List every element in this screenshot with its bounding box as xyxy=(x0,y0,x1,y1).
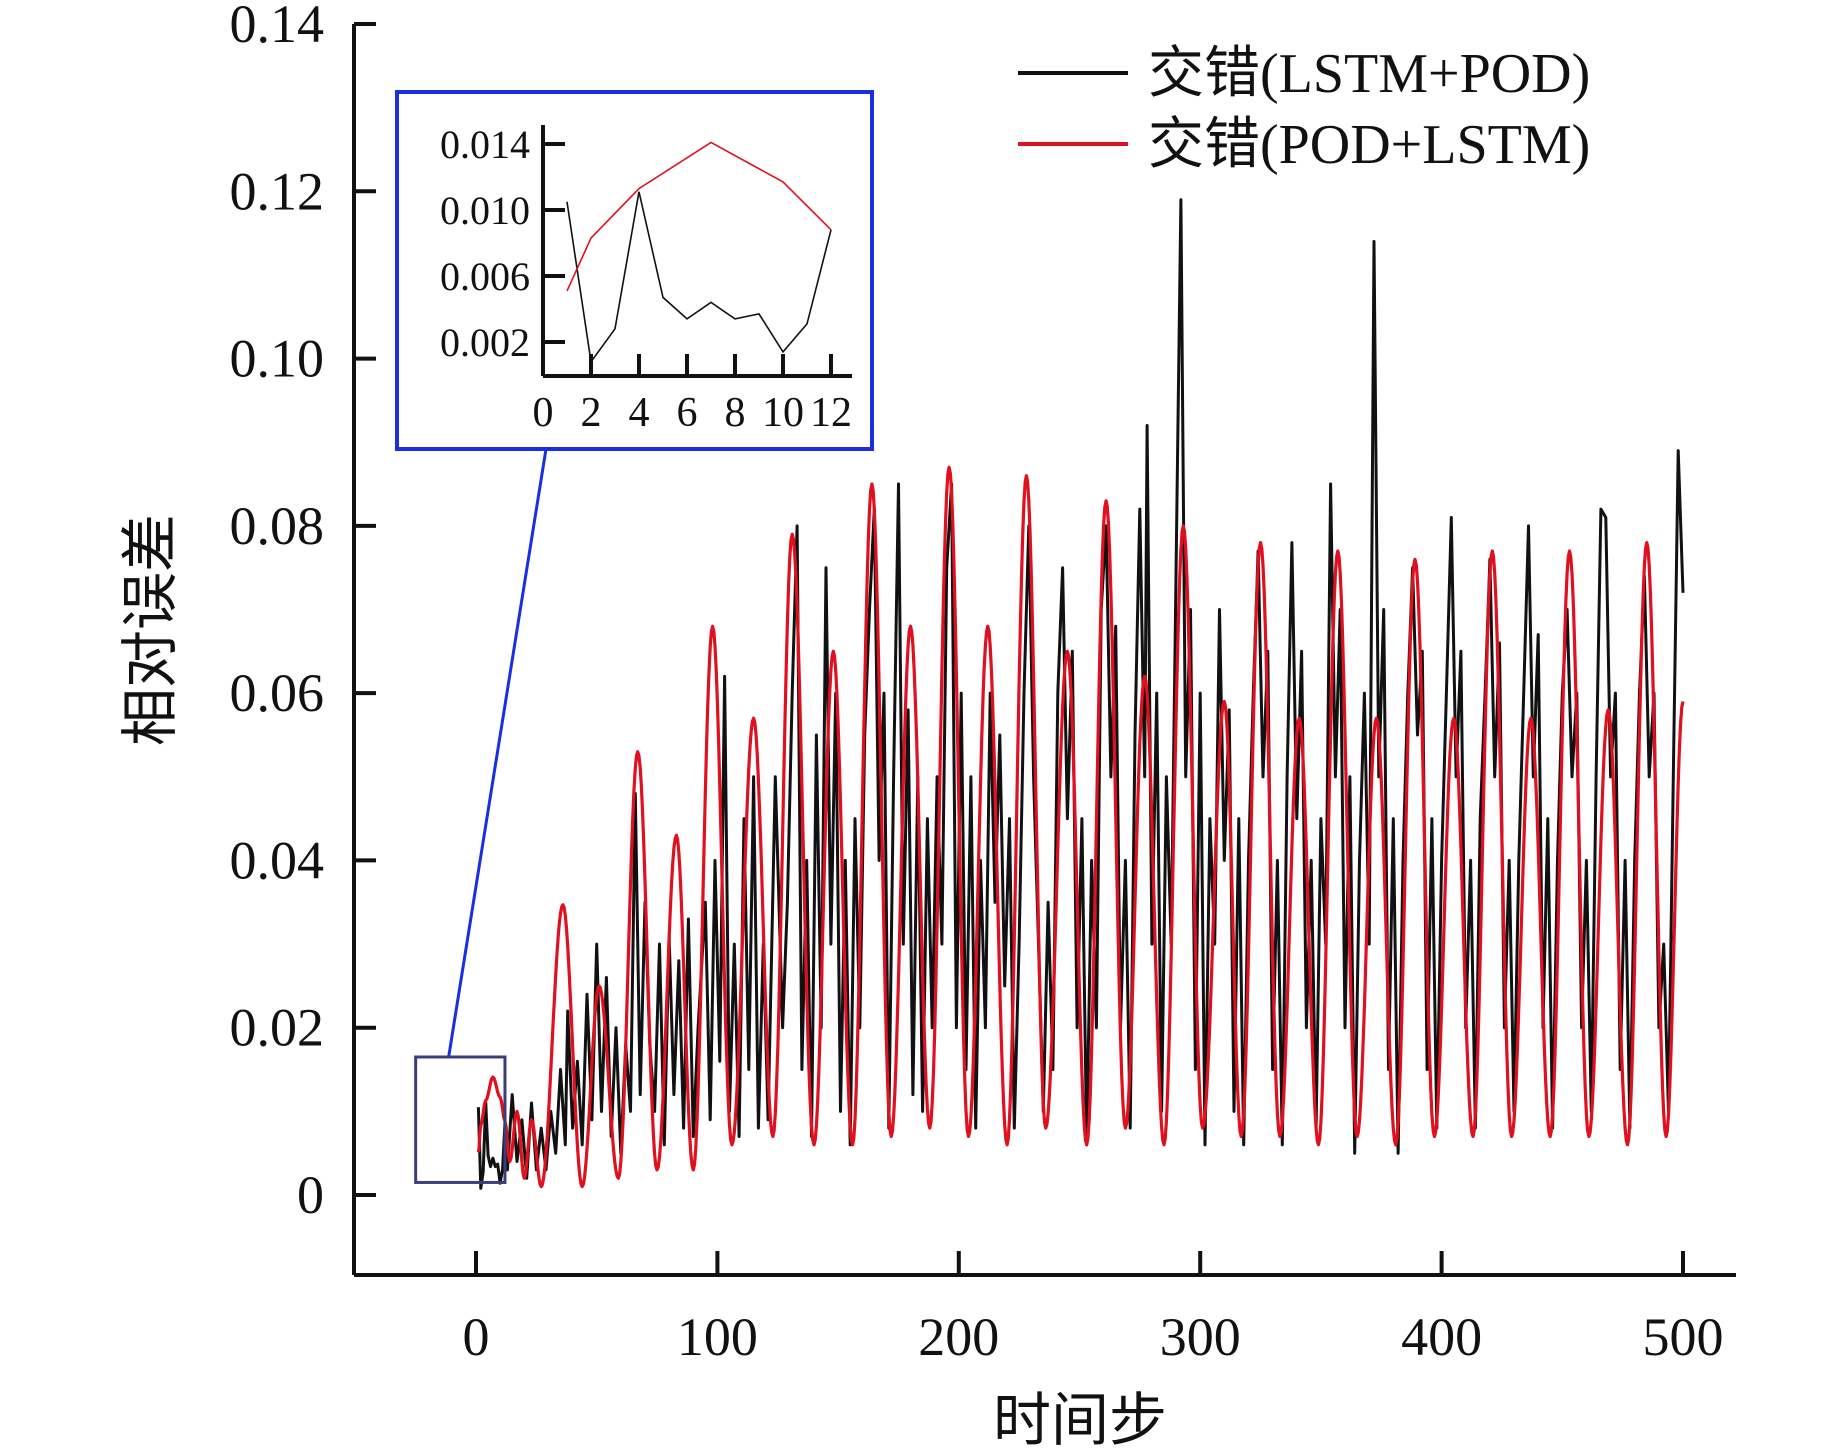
x-tick-label: 100 xyxy=(677,1307,758,1367)
x-tick-label: 200 xyxy=(918,1307,999,1367)
legend-label-black: 交错(LSTM+POD) xyxy=(1148,43,1590,105)
main-plot-area xyxy=(476,198,1685,1190)
x-tick-label: 300 xyxy=(1160,1307,1241,1367)
inset-x-tick-label: 0 xyxy=(533,390,554,436)
y-tick-label: 0.12 xyxy=(230,161,325,221)
x-tick-label: 400 xyxy=(1401,1307,1482,1367)
inset-x-tick-label: 8 xyxy=(725,390,746,436)
y-tick-label: 0.06 xyxy=(230,663,325,723)
x-tick-label: 0 xyxy=(463,1307,490,1367)
y-tick-label: 0.04 xyxy=(230,830,325,890)
inset-x-tick-label: 4 xyxy=(629,390,650,436)
zoom-region-box xyxy=(414,448,548,1184)
y-tick-label: 0.02 xyxy=(230,998,325,1058)
x-tick-label: 500 xyxy=(1643,1307,1724,1367)
zoom-rectangle xyxy=(414,1055,507,1184)
inset-y-tick-label: 0.010 xyxy=(440,188,530,233)
y-tick-label: 0.14 xyxy=(230,0,325,54)
legend: 交错(LSTM+POD) 交错(POD+LSTM) xyxy=(1018,43,1590,176)
main-axes: 00.020.040.060.080.100.120.140 100 200 300 4… xyxy=(230,0,1736,1367)
legend-label-red: 交错(POD+LSTM) xyxy=(1148,114,1590,176)
y-axis-label: 相对误差 xyxy=(118,514,183,746)
y-tick-label: 0.10 xyxy=(230,329,325,389)
series-line-pod-lstm xyxy=(476,465,1685,1189)
inset-frame xyxy=(395,90,874,451)
inset-y-tick-label: 0.002 xyxy=(440,320,530,365)
inset-x-tick-label: 6 xyxy=(677,390,698,436)
inset-x-tick-label: 12 xyxy=(810,390,852,436)
inset-series-pod-lstm xyxy=(566,141,832,292)
inset-series-lstm-pod xyxy=(566,191,832,364)
zoom-connector-line xyxy=(447,448,548,1058)
inset-x-tick-label: 2 xyxy=(581,390,602,436)
inset-y-tick-label: 0.014 xyxy=(440,122,530,167)
inset-x-tick-label: 10 xyxy=(762,390,804,436)
y-tick-label: 0.08 xyxy=(230,496,325,556)
x-axis-label: 时间步 xyxy=(993,1388,1167,1449)
y-tick-label: 0 xyxy=(297,1165,324,1225)
inset-chart: 0.002 0.006 0.010 0.014 0 2 4 6 8 10 12 xyxy=(395,90,874,451)
inset-y-tick-label: 0.006 xyxy=(440,254,530,299)
